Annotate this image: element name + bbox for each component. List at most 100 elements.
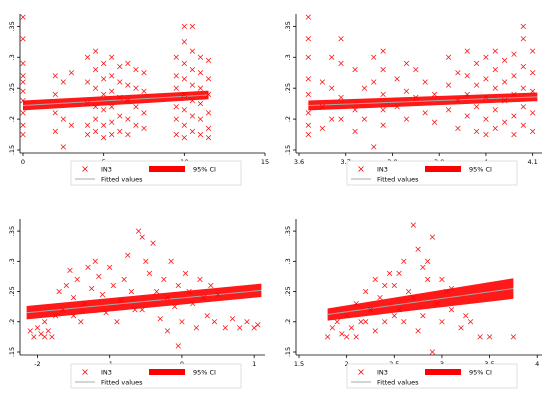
data-point (255, 322, 261, 328)
data-point (20, 73, 26, 79)
data-point (117, 297, 124, 304)
data-point (473, 104, 480, 110)
data-point (34, 325, 41, 331)
data-point (103, 310, 109, 316)
data-point (197, 85, 204, 91)
fitted-line (308, 96, 538, 106)
data-point (84, 54, 91, 60)
data-point (205, 91, 212, 98)
data-point (56, 288, 62, 295)
data-point (74, 276, 80, 283)
data-point (305, 14, 311, 20)
data-point (339, 331, 345, 337)
data-point (329, 116, 335, 122)
data-point (445, 107, 452, 113)
data-point (353, 300, 359, 307)
data-point (135, 228, 142, 234)
data-point (31, 334, 37, 340)
data-point (380, 48, 386, 54)
data-point (403, 116, 410, 122)
data-point (109, 73, 115, 79)
data-point (464, 73, 470, 79)
data-point (181, 39, 187, 45)
y-tick-label: .25 (8, 83, 16, 93)
data-point (99, 291, 106, 298)
data-point (110, 282, 116, 289)
data-point (486, 334, 493, 340)
data-point (117, 128, 123, 135)
data-point (132, 307, 138, 313)
x-tick-label: 1.5 (294, 360, 304, 368)
data-point (305, 131, 311, 138)
data-point (380, 122, 386, 128)
data-point (70, 313, 77, 319)
data-point (483, 76, 489, 82)
data-point (181, 91, 187, 98)
data-point (52, 73, 58, 79)
data-point (363, 288, 369, 295)
data-point (20, 97, 26, 104)
legend-box (70, 363, 242, 389)
data-point (173, 116, 179, 122)
data-point (394, 76, 400, 82)
data-point (78, 319, 84, 325)
data-point (244, 319, 250, 325)
data-point (117, 94, 123, 101)
y-tick-label: .2 (284, 116, 292, 122)
data-point (358, 319, 364, 325)
data-point (380, 66, 386, 73)
data-point (189, 128, 196, 135)
legend-ci-label: 95% CI (469, 369, 492, 377)
data-point (20, 131, 26, 138)
fitted-line (22, 94, 209, 106)
data-point (101, 134, 107, 141)
data-point (511, 51, 517, 57)
data-point (403, 60, 410, 67)
data-point (324, 334, 331, 340)
data-point (121, 276, 127, 283)
data-point (114, 319, 120, 325)
y-tick-label: .2 (284, 319, 292, 325)
data-point (52, 91, 58, 98)
legend-box (346, 160, 518, 186)
data-point (157, 316, 163, 322)
data-point (483, 54, 489, 60)
data-point (222, 325, 228, 331)
data-point (334, 319, 340, 325)
y-tick-label: .15 (8, 145, 16, 155)
data-point (492, 125, 498, 132)
data-point (190, 300, 196, 307)
data-point (139, 307, 145, 313)
data-point (501, 97, 508, 104)
legend-fit-label: Fitted values (101, 379, 143, 387)
data-point (181, 23, 187, 30)
data-point (464, 48, 470, 54)
data-point (197, 100, 204, 107)
data-point (473, 60, 480, 67)
data-point (429, 234, 436, 240)
data-point (168, 258, 174, 264)
data-point (305, 76, 311, 82)
data-point (107, 264, 113, 271)
legend-scatter-marker (82, 166, 88, 172)
data-point (305, 122, 311, 128)
y-tick-label: .3 (284, 258, 292, 264)
data-point (444, 288, 450, 295)
data-point (367, 307, 374, 313)
data-point (382, 319, 388, 325)
data-point (455, 70, 461, 76)
data-point (391, 282, 397, 289)
data-point (305, 54, 311, 60)
data-point (511, 131, 517, 138)
data-point (143, 258, 149, 264)
data-point (530, 110, 536, 116)
data-point (464, 91, 470, 98)
data-point (420, 264, 426, 271)
data-point (175, 282, 181, 289)
data-point (189, 23, 196, 30)
x-tick-label: 3.7 (341, 158, 351, 166)
data-point (319, 104, 326, 110)
data-point (128, 288, 135, 295)
data-point (20, 88, 26, 94)
